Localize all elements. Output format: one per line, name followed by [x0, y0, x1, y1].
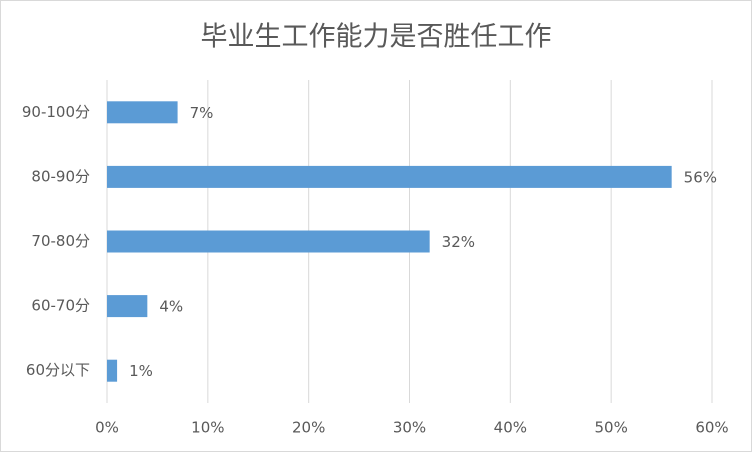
x-tick-label: 30%	[393, 419, 426, 437]
y-tick-label: 90-100分	[22, 103, 90, 121]
x-tick-label: 40%	[494, 419, 527, 437]
data-label: 32%	[442, 233, 475, 251]
data-label: 1%	[129, 362, 153, 380]
y-tick-label: 60分以下	[26, 361, 90, 379]
data-label: 56%	[684, 168, 717, 186]
data-label: 7%	[190, 104, 214, 122]
y-tick-label: 60-70分	[31, 297, 90, 315]
bar	[107, 101, 178, 124]
bar	[107, 359, 118, 382]
bar	[107, 295, 148, 318]
data-label: 4%	[159, 298, 183, 316]
bar	[107, 230, 430, 253]
x-tick-label: 20%	[292, 419, 325, 437]
bar	[107, 165, 672, 188]
y-tick-label: 80-90分	[31, 167, 90, 185]
y-tick-label: 70-80分	[31, 232, 90, 250]
x-tick-label: 60%	[695, 419, 728, 437]
x-tick-label: 10%	[191, 419, 224, 437]
x-tick-label: 0%	[95, 419, 119, 437]
chart-title: 毕业生工作能力是否胜任工作	[201, 22, 552, 53]
x-tick-label: 50%	[594, 419, 627, 437]
